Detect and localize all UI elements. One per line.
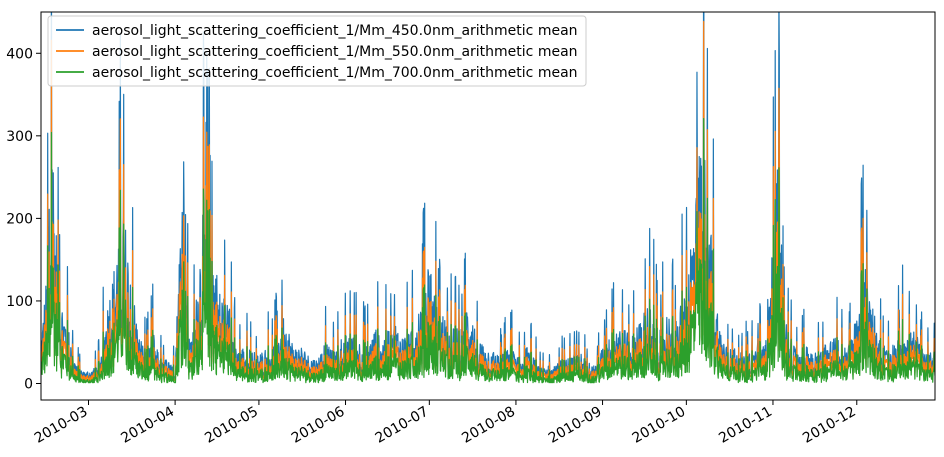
series-line-3 xyxy=(41,117,935,384)
legend-box xyxy=(47,15,587,87)
y-tick-label: 0 xyxy=(24,376,33,392)
y-axis: 0 100 200 300 400 xyxy=(6,46,41,392)
legend-label: aerosol_light_scattering_coefficient_1/M… xyxy=(92,44,578,60)
series-layer xyxy=(41,12,935,384)
legend-label: aerosol_light_scattering_coefficient_1/M… xyxy=(92,23,578,39)
y-tick-label: 100 xyxy=(6,294,33,310)
legend: aerosol_light_scattering_coefficient_1/M… xyxy=(47,15,587,87)
y-tick-label: 200 xyxy=(6,211,33,227)
plot-frame xyxy=(40,11,936,401)
y-tick-label: 300 xyxy=(6,129,33,145)
legend-label: aerosol_light_scattering_coefficient_1/M… xyxy=(92,65,578,81)
y-tick-label: 400 xyxy=(6,46,33,62)
